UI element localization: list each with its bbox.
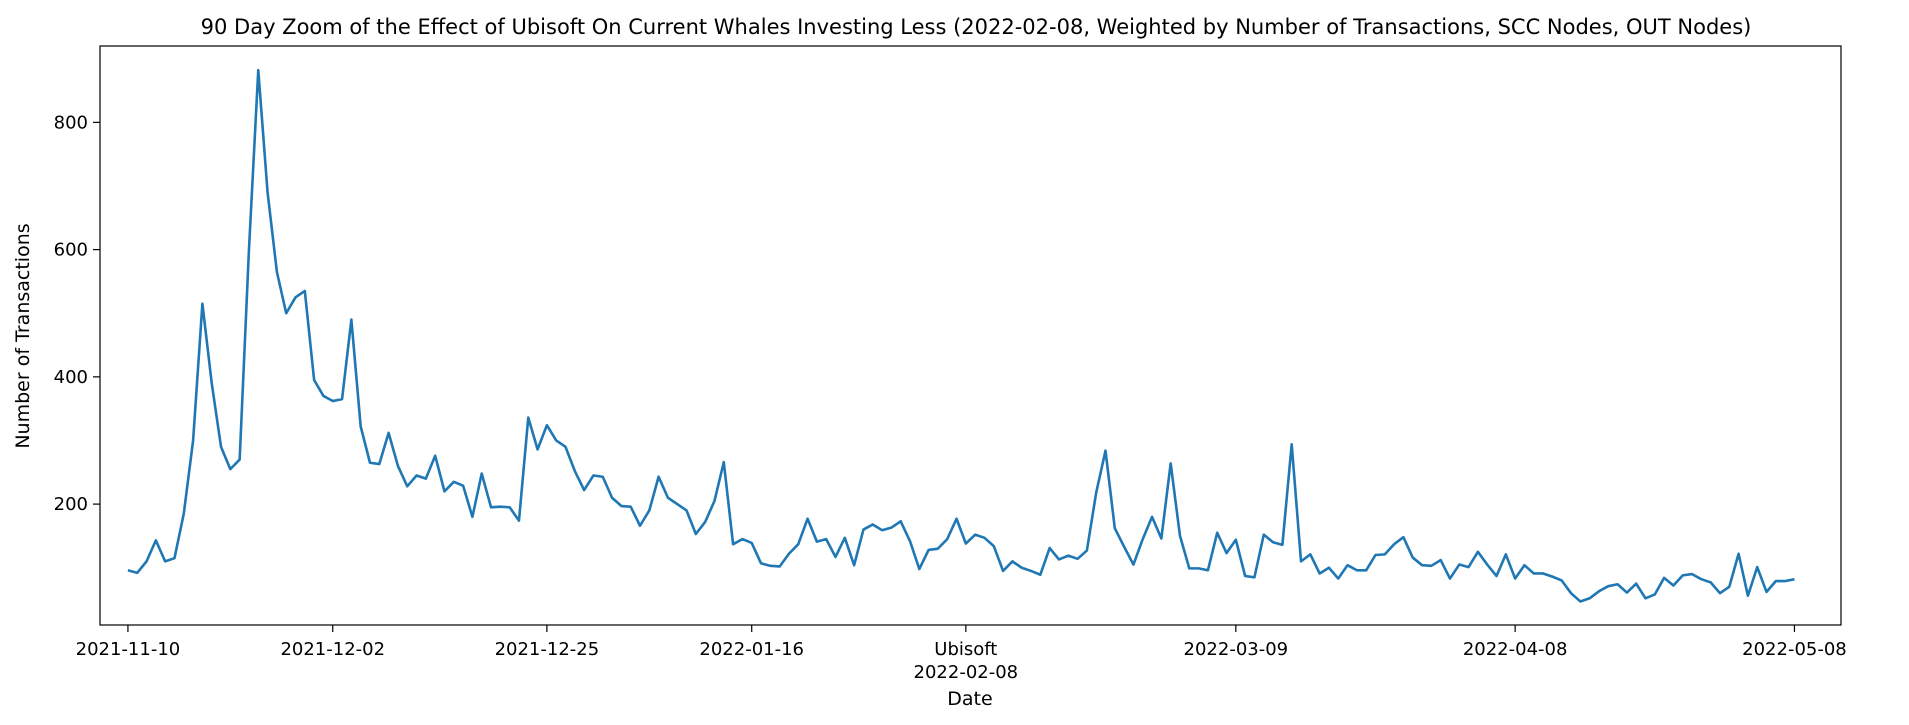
series-line bbox=[127, 68, 1795, 603]
x-tick-label-event-date: 2022-02-08 bbox=[914, 662, 1019, 683]
plot-frame bbox=[99, 45, 1842, 626]
y-axis-label: Number of Transactions bbox=[12, 223, 34, 448]
x-tick-label: 2021-11-10 bbox=[76, 639, 181, 660]
y-tick-label: 200 bbox=[54, 494, 88, 515]
y-tick-label: 600 bbox=[54, 240, 88, 261]
x-tick-label: 2022-03-09 bbox=[1184, 639, 1289, 660]
y-tick-label: 800 bbox=[54, 112, 88, 133]
x-tick-label: 2022-01-16 bbox=[699, 639, 804, 660]
x-tick-label: Ubisoft bbox=[934, 639, 997, 660]
x-tick-label: 2021-12-02 bbox=[280, 639, 385, 660]
x-tick-label: 2022-05-08 bbox=[1742, 639, 1847, 660]
y-tick-label: 400 bbox=[54, 367, 88, 388]
x-tick-label: 2021-12-25 bbox=[495, 639, 600, 660]
x-tick-label: 2022-04-08 bbox=[1463, 639, 1568, 660]
x-axis-label: Date bbox=[947, 688, 992, 710]
chart-title: 90 Day Zoom of the Effect of Ubisoft On … bbox=[201, 15, 1752, 39]
ticks-layer: 200 400 600 800 2021-11-10 2021-12-02 2021-12-… bbox=[54, 112, 1847, 683]
